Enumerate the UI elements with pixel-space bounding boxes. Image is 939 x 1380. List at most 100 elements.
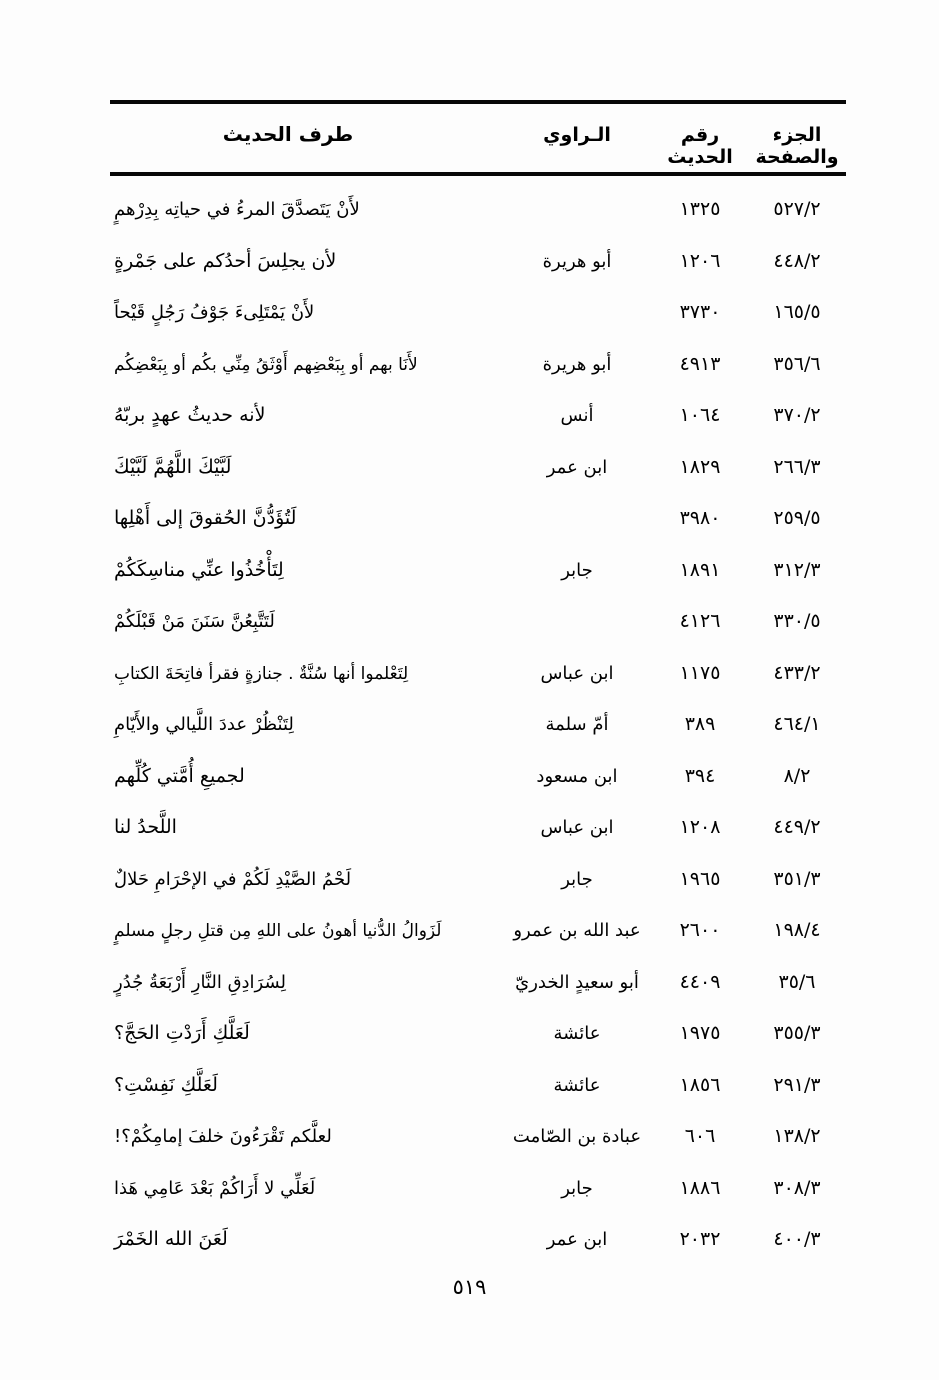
cell-hadith-text: لأنه حديثُ عهدٍ بربّهُ (114, 404, 266, 426)
cell-hadith-number: ٤١٢٦ (679, 610, 721, 632)
table-row: ٣٧٠/٢ ١٠٦٤ أنس لأنه حديثُ عهدٍ بربّهُ (110, 404, 846, 456)
cell-hadith-number: ١٨٨٦ (679, 1176, 721, 1199)
cell-hadith-text: لَعَنَ الله الخَمْرَ (114, 1228, 228, 1250)
table-row: ١٣٨/٢ ٦٠٦ عبادة بن الصّامت لعلَّكم تَقْرَءُ… (110, 1125, 846, 1177)
cell-hadith-number: ٤٤٠٩ (679, 970, 721, 993)
cell-volume-page: ٥٢٧/٢ (773, 198, 821, 220)
cell-narrator: جابر (561, 1177, 593, 1199)
cell-volume-page: ٨/٢ (783, 764, 811, 787)
cell-hadith-text: لَتُؤَدُّنَّ الحُقوقَ إلى أَهْلِها (114, 507, 297, 529)
table-row: ٢٦٦/٣ ١٨٢٩ ابن عمر لَبَّيْكَ اللَّهُمَّ لَب… (110, 456, 846, 508)
table-row: ٤٤٨/٢ ١٢٠٦ أبو هريرة لأن يجلِسَ أحدُكم على … (110, 250, 846, 302)
cell-hadith-number: ٣٩٤ (684, 764, 716, 787)
cell-hadith-number: ١٢٠٨ (679, 816, 721, 838)
table-row: ٢٩١/٣ ١٨٥٦ عائشة لَعَلَّكِ نَفِسْتِ؟ (110, 1074, 846, 1126)
column-header-narrator: الـراوي (543, 124, 611, 146)
cell-narrator: عبد الله بن عمرو (513, 920, 641, 941)
column-header-hadith-number: رقم الحديث (667, 124, 733, 168)
table-row: ٤٤٩/٢ ١٢٠٨ ابن عباس اللَّحدُ لنا (110, 816, 846, 868)
cell-hadith-text: لأَنْ يَمْتَلِىءَ جَوْفُ رَجُلٍ قَيْحاً (114, 302, 315, 323)
cell-volume-page: ١٣٨/٢ (773, 1125, 821, 1147)
cell-volume-page: ٤٠٠/٣ (773, 1228, 821, 1250)
cell-hadith-number: ٣٩٨٠ (679, 507, 721, 529)
table-header-rule (110, 172, 846, 176)
cell-hadith-text: لَعَلَّكِ أَرَدْتِ الحَجَّ؟ (114, 1022, 250, 1044)
table-row: ٣٣٠/٥ ٤١٢٦ لَتَتَّبِعُنَّ سَنَنَ مَنْ قَبْ… (110, 610, 846, 662)
cell-volume-page: ٣٥٦/٦ (773, 352, 821, 375)
cell-hadith-text: لَتَتَّبِعُنَّ سَنَنَ مَنْ قَبْلَكُمْ (114, 611, 275, 632)
cell-narrator: جابر (561, 868, 593, 890)
table-row: ٣١٢/٣ ١٨٩١ جابر لِتَأْخُذُوا عنِّي مناسِكَك… (110, 559, 846, 611)
cell-hadith-text: لِتَأْخُذُوا عنِّي مناسِكَكُمْ (114, 558, 284, 581)
cell-narrator: ابن عمر (546, 456, 608, 478)
cell-narrator: ابن عباس (540, 662, 614, 684)
cell-hadith-number: ١١٧٥ (679, 661, 721, 684)
cell-hadith-number: ١٨٢٩ (679, 455, 721, 478)
hadith-index-table: الجزء والصفحة رقم الحديث الـراوي طرف الح… (110, 92, 846, 1280)
column-header-volume-page: الجزء والصفحة (755, 124, 839, 168)
cell-volume-page: ٤٤٨/٢ (773, 249, 821, 272)
cell-volume-page: ٣٣٠/٥ (773, 610, 821, 632)
cell-hadith-number: ١٩٧٥ (679, 1022, 721, 1044)
cell-hadith-text: لِتَعْلموا أنها سُنَّةٌ . جنازةٍ فقرأ فا… (114, 663, 409, 684)
cell-hadith-number: ٣٧٣٠ (679, 301, 721, 323)
cell-narrator: ابن عباس (540, 817, 614, 838)
page-number: ٥١٩ (452, 1275, 487, 1299)
cell-narrator: ابن مسعود (536, 765, 618, 787)
cell-narrator: عائشة (553, 1074, 601, 1096)
cell-hadith-number: ١٠٦٤ (679, 404, 721, 426)
table-row: ١٦٥/٥ ٣٧٣٠ لأَنْ يَمْتَلِىءَ جَوْفُ رَجُلٍ… (110, 301, 846, 353)
cell-volume-page: ٣٥١/٣ (773, 867, 821, 890)
cell-hadith-text: لأَنَا بهم أو بِبَعْضِهم أَوْثَقُ مِنِّي… (114, 354, 418, 375)
table-row: ٤٣٣/٢ ١١٧٥ ابن عباس لِتَعْلموا أنها سُنَّةٌ… (110, 662, 846, 714)
cell-hadith-text: لجميعِ أُمَّتي كُلِّهم (114, 764, 245, 787)
cell-hadith-text: لَعَلِّي لا أَرَاكُمْ بَعْدَ عَامِي هَذا (114, 1177, 316, 1199)
cell-volume-page: ٣٥/٦ (778, 970, 816, 993)
cell-narrator: أبو هريرة (542, 353, 612, 375)
cell-narrator: عائشة (553, 1023, 601, 1044)
column-header-hadith-text: طرف الحديث (222, 122, 354, 146)
cell-hadith-text: اللَّحدُ لنا (114, 816, 177, 838)
cell-hadith-number: ١٨٥٦ (679, 1073, 721, 1096)
cell-volume-page: ٤٦٤/١ (773, 713, 821, 735)
table-row: ٣٥٥/٣ ١٩٧٥ عائشة لَعَلَّكِ أَرَدْتِ الحَجَّ… (110, 1022, 846, 1074)
cell-hadith-text: لِسُرَادِقِ النَّارِ أَرْبَعَةُ جُدُرٍ (114, 971, 287, 993)
cell-hadith-text: لأَنْ يَتَصدَّقَ المرءُ في حياتِه بِدِرْ… (114, 199, 360, 220)
cell-volume-page: ٣٥٥/٣ (773, 1022, 821, 1044)
table-row: ١٩٨/٤ ٢٦٠٠ عبد الله بن عمرو لَزَوالُ الدُّن… (110, 919, 846, 971)
cell-hadith-number: ٢٠٣٢ (679, 1228, 721, 1250)
table-row: ٣٥٦/٦ ٤٩١٣ أبو هريرة لأَنَا بهم أو بِبَعْضِ… (110, 353, 846, 405)
cell-hadith-text: لأن يجلِسَ أحدُكم على جَمْرةٍ (114, 249, 337, 272)
cell-volume-page: ١٦٥/٥ (773, 301, 821, 323)
cell-hadith-number: ١٢٠٦ (679, 249, 721, 272)
table-row: ٤٦٤/١ ٣٨٩ أمّ سلمة لِتَنْظُرْ عددَ اللَّيال… (110, 713, 846, 765)
cell-hadith-number: ٢٦٠٠ (679, 919, 721, 941)
cell-hadith-number: ٣٨٩ (684, 713, 716, 735)
cell-hadith-number: ١٩٦٥ (679, 867, 721, 890)
cell-volume-page: ٤٤٩/٢ (773, 816, 821, 838)
cell-hadith-text: لَزَوالُ الدُّنيا أهونُ على اللهِ مِن قت… (114, 921, 442, 941)
cell-hadith-number: ٤٩١٣ (679, 352, 721, 375)
cell-hadith-text: لَعَلَّكِ نَفِسْتِ؟ (114, 1073, 218, 1096)
cell-hadith-text: لِتَنْظُرْ عددَ اللَّيالي والأَيّامِ (114, 714, 294, 735)
table-header-row: الجزء والصفحة رقم الحديث الـراوي طرف الح… (110, 112, 846, 168)
table-row: ٥٢٧/٢ ١٣٢٥ لأَنْ يَتَصدَّقَ المرءُ في حيات… (110, 198, 846, 250)
cell-hadith-number: ١٣٢٥ (679, 198, 721, 220)
cell-volume-page: ٣١٢/٣ (773, 558, 821, 581)
cell-narrator: أبو هريرة (542, 250, 612, 272)
table-row: ٣٠٨/٣ ١٨٨٦ جابر لَعَلِّي لا أَرَاكُمْ بَعْد… (110, 1177, 846, 1229)
table-row: ٤٠٠/٣ ٢٠٣٢ ابن عمر لَعَنَ الله الخَمْرَ (110, 1228, 846, 1280)
cell-volume-page: ٢٩١/٣ (773, 1073, 821, 1096)
cell-volume-page: ٤٣٣/٢ (773, 661, 821, 684)
table-row: ٢٥٩/٥ ٣٩٨٠ لَتُؤَدُّنَّ الحُقوقَ إلى أَهْل… (110, 507, 846, 559)
cell-narrator: أنس (560, 405, 594, 426)
table-row: ٣٥١/٣ ١٩٦٥ جابر لَحْمُ الصَّيْدِ لَكُمْ في … (110, 868, 846, 920)
table-row: ٣٥/٦ ٤٤٠٩ أبو سعيدٍ الخدريّ لِسُرَادِقِ الن… (110, 971, 846, 1023)
cell-hadith-number: ١٨٩١ (679, 558, 721, 581)
cell-narrator: أمّ سلمة (545, 714, 609, 735)
cell-volume-page: ٢٥٩/٥ (773, 507, 821, 529)
cell-volume-page: ٣٧٠/٢ (773, 404, 821, 426)
cell-hadith-number: ٦٠٦ (684, 1125, 716, 1147)
cell-narrator: أبو سعيدٍ الخدريّ (515, 971, 639, 993)
